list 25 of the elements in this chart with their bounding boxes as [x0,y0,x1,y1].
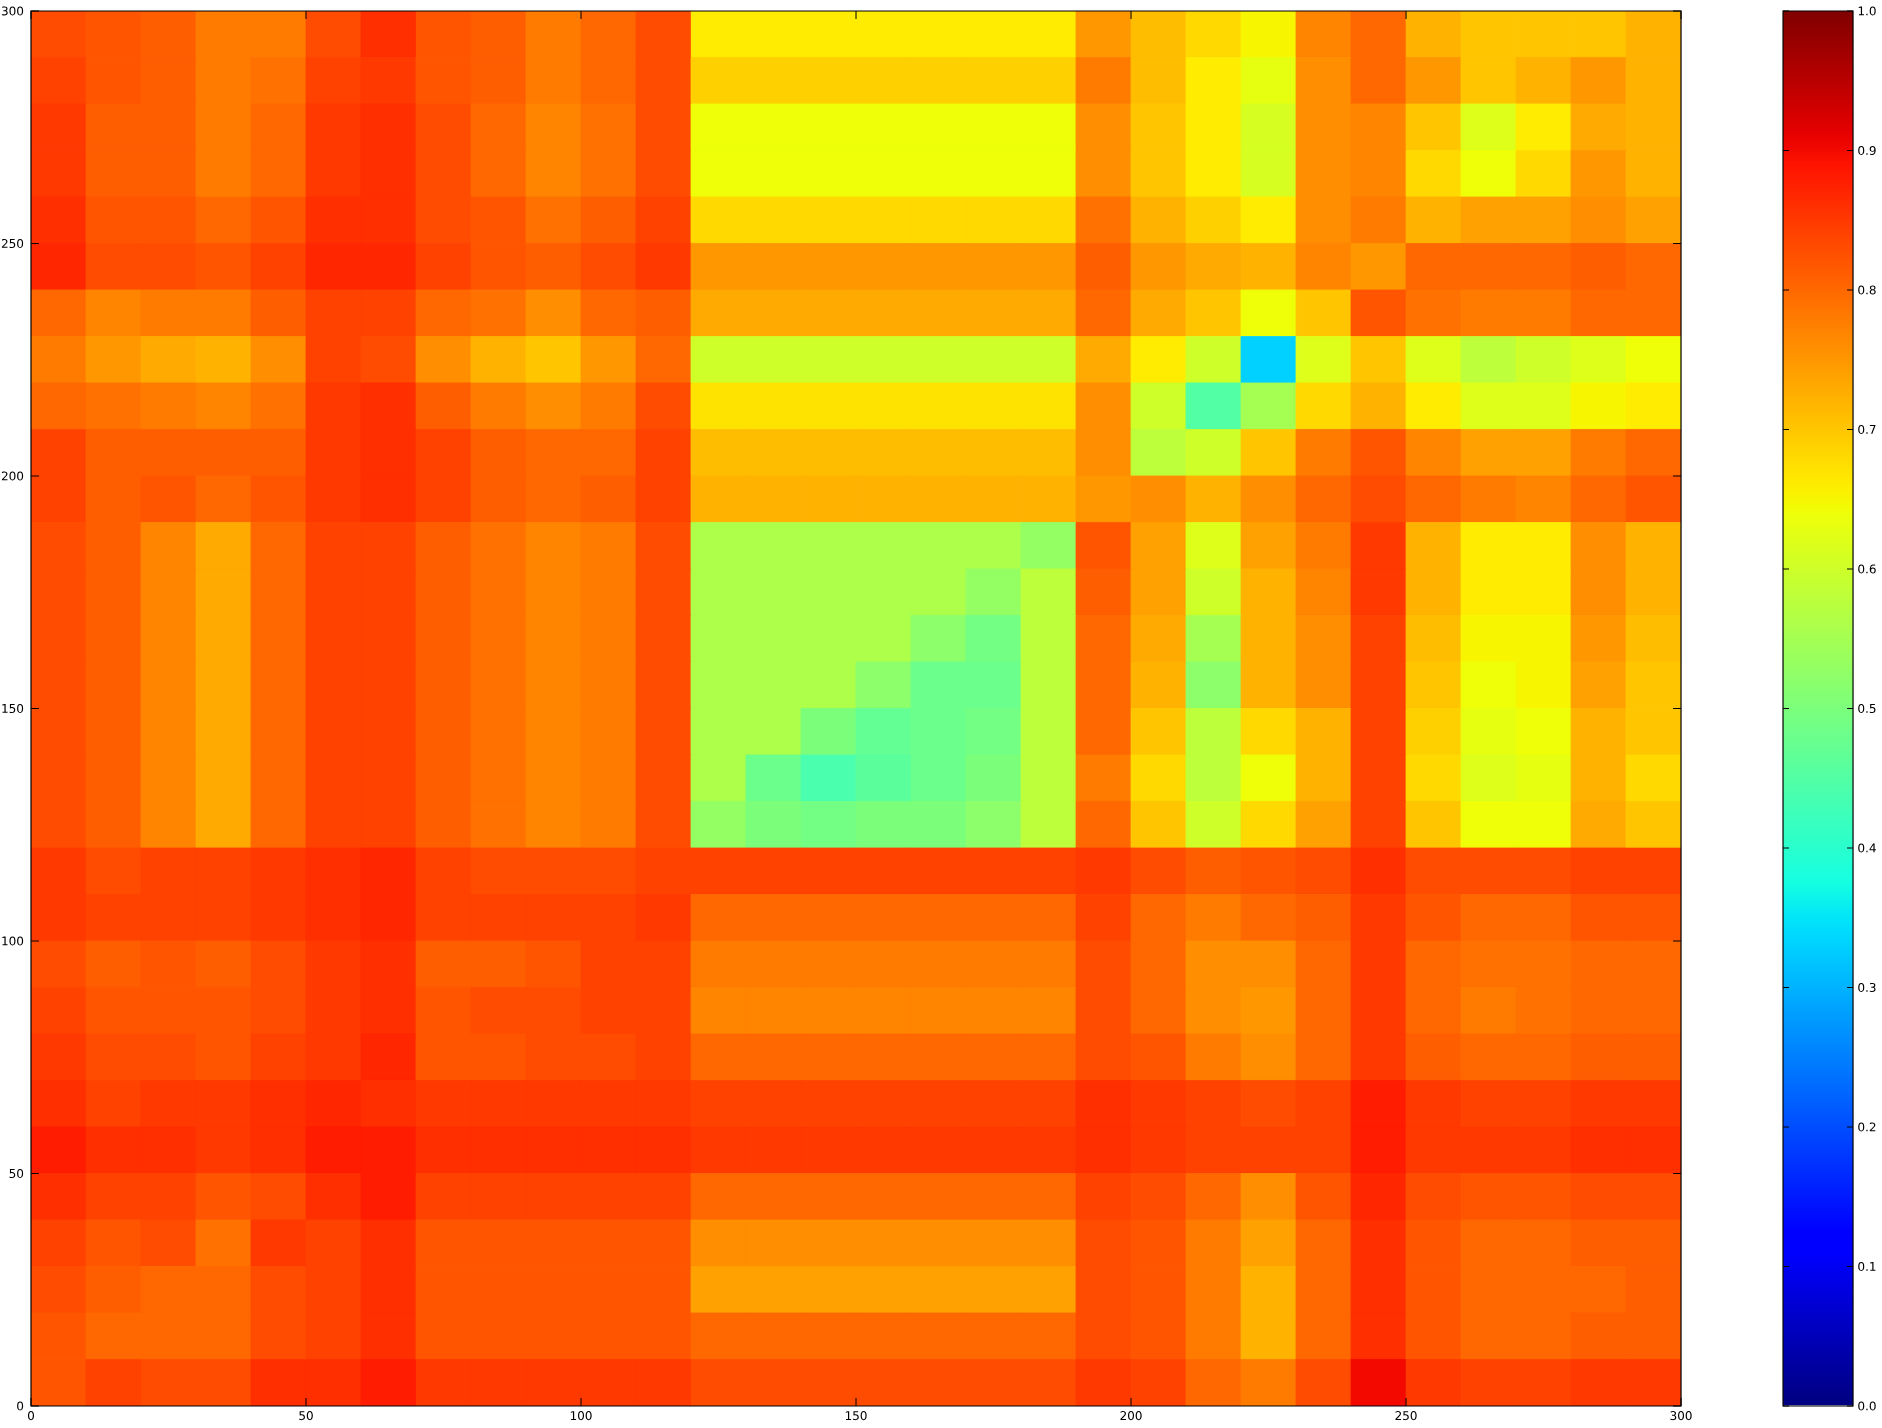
x-tick-label: 100 [570,1411,592,1421]
color-bar-label: 0.1 [1858,1261,1876,1272]
color-bar-label: 1.0 [1858,6,1876,16]
x-tick-label: 150 [845,1411,867,1421]
y-tick-label: 300 [1,6,24,16]
y-tick-label: 100 [2,936,24,946]
color-bar-label: 0.5 [1858,703,1876,714]
color-bar-label: 0.4 [1858,843,1876,853]
color-bar-label: 0.3 [1858,982,1876,993]
x-tick-label: 250 [1395,1411,1417,1421]
x-tick-label: 200 [1120,1411,1142,1421]
x-tick-label: 300 [1670,1411,1692,1421]
color-bar-label: 0.0 [1858,1401,1876,1411]
y-tick-label: 250 [1,238,24,249]
color-bar-label: 0.7 [1858,424,1876,435]
color-bar-label: 0.8 [1858,285,1876,295]
color-bar-label: 0.9 [1858,145,1876,156]
y-tick-label: 50 [9,1168,24,1179]
x-tick-label: 0 [27,1411,35,1421]
y-tick-label: 200 [1,471,24,481]
color-bar-label: 0.6 [1858,564,1876,574]
color-bar-label: 0.2 [1858,1122,1876,1132]
x-tick-label: 50 [299,1411,313,1421]
y-tick-label: 0 [17,1401,24,1411]
y-tick-label: 150 [2,703,24,714]
